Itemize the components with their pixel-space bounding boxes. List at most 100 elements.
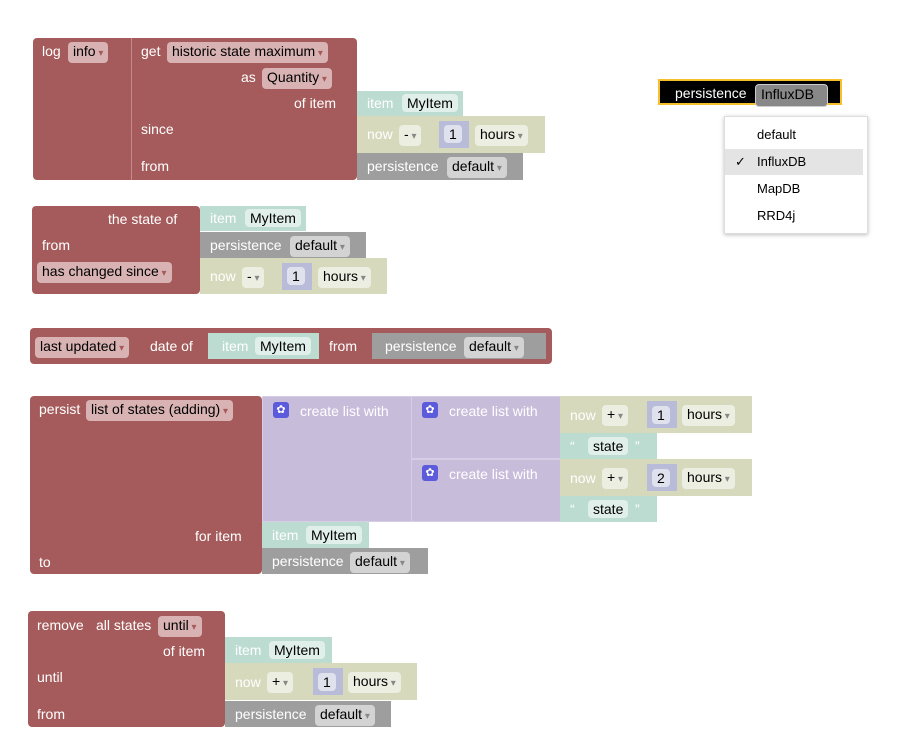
- remove-label: remove: [37, 617, 84, 633]
- to-label: to: [39, 554, 51, 570]
- item-name-field[interactable]: MyItem: [402, 94, 458, 112]
- persistence-block[interactable]: persistence default: [262, 548, 428, 574]
- get-label: get: [141, 43, 161, 59]
- number-block[interactable]: 2: [647, 464, 677, 491]
- unit-dropdown[interactable]: hours: [682, 468, 735, 489]
- number-block[interactable]: 1: [439, 121, 469, 148]
- service-dropdown[interactable]: default: [290, 236, 350, 257]
- text-block[interactable]: “ state ”: [560, 433, 657, 459]
- item-name-field[interactable]: MyItem: [269, 641, 325, 659]
- persistence-label: persistence: [385, 338, 457, 354]
- date-offset-block[interactable]: now - 1 hours: [357, 116, 545, 153]
- operator-dropdown[interactable]: +: [602, 468, 628, 489]
- menu-item-rrd4j[interactable]: RRD4j: [757, 208, 796, 223]
- until-label: until: [37, 669, 63, 685]
- number-field[interactable]: 1: [444, 125, 462, 143]
- now-label: now: [210, 268, 236, 284]
- all-states-label: all states: [96, 617, 152, 633]
- function-dropdown[interactable]: last updated: [35, 337, 130, 358]
- persist-label: persist: [39, 401, 81, 417]
- operator-dropdown[interactable]: -: [399, 125, 422, 146]
- date-offset-block[interactable]: now + 2 hours: [560, 459, 752, 496]
- selected-persistence-block[interactable]: persistence InfluxDB: [658, 79, 842, 107]
- operator-dropdown[interactable]: +: [267, 672, 293, 693]
- now-label: now: [367, 126, 393, 142]
- date-offset-block[interactable]: now + 1 hours: [225, 663, 417, 700]
- mode-dropdown[interactable]: until: [158, 616, 202, 637]
- create-list-block[interactable]: ✿ create list with: [262, 396, 412, 522]
- unit-dropdown[interactable]: hours: [682, 405, 735, 426]
- persistence-label: persistence: [272, 553, 344, 569]
- number-block[interactable]: 1: [282, 263, 312, 290]
- persistence-label: persistence: [367, 158, 439, 174]
- number-field[interactable]: 1: [318, 673, 336, 691]
- menu-item-mapdb[interactable]: MapDB: [757, 181, 801, 196]
- item-label: item: [222, 338, 249, 354]
- of-item-label: of item: [294, 95, 337, 111]
- since-label: since: [141, 121, 174, 137]
- now-label: now: [570, 470, 596, 486]
- item-label: item: [210, 210, 237, 226]
- now-label: now: [235, 674, 261, 690]
- persistence-block[interactable]: persistence default: [357, 153, 523, 180]
- persist-block[interactable]: persist list of states (adding) for item…: [30, 396, 262, 574]
- text-block[interactable]: “ state ”: [560, 496, 657, 522]
- text-field[interactable]: state: [588, 500, 629, 518]
- log-block[interactable]: log info get historic state maximum as Q…: [33, 38, 357, 180]
- function-dropdown[interactable]: has changed since: [37, 262, 172, 283]
- persistence-block[interactable]: persistence default: [372, 333, 546, 359]
- text-field[interactable]: state: [588, 437, 629, 455]
- unit-dropdown[interactable]: hours: [318, 267, 371, 288]
- item-block[interactable]: item MyItem: [357, 91, 463, 116]
- unit-dropdown[interactable]: hours: [348, 672, 401, 693]
- service-dropdown[interactable]: default: [315, 705, 375, 726]
- menu-item-influxdb[interactable]: InfluxDB: [725, 149, 863, 175]
- menu-item-default[interactable]: default: [757, 127, 797, 142]
- service-dropdown[interactable]: default: [464, 337, 524, 358]
- log-level-dropdown[interactable]: info: [68, 42, 109, 63]
- gear-icon[interactable]: ✿: [273, 402, 289, 418]
- persistence-block[interactable]: persistence default: [200, 232, 366, 258]
- changed-since-block[interactable]: the state of from has changed since: [32, 206, 200, 294]
- function-dropdown[interactable]: historic state maximum: [167, 42, 328, 63]
- item-name-field[interactable]: MyItem: [255, 337, 311, 355]
- close-quote-icon: ”: [635, 501, 640, 517]
- create-list-block[interactable]: ✿ create list with: [411, 459, 561, 522]
- date-offset-block[interactable]: now - 1 hours: [200, 258, 387, 294]
- operator-dropdown[interactable]: +: [602, 405, 628, 426]
- item-name-field[interactable]: MyItem: [306, 526, 362, 544]
- remove-states-block[interactable]: remove all states until of item until fr…: [28, 611, 225, 727]
- item-label: item: [235, 642, 262, 658]
- date-offset-block[interactable]: now + 1 hours: [560, 396, 752, 433]
- number-field[interactable]: 1: [287, 267, 305, 285]
- create-list-label: create list with: [449, 403, 538, 419]
- service-dropdown[interactable]: default: [447, 157, 507, 178]
- from-label: from: [329, 338, 357, 354]
- mode-dropdown[interactable]: list of states (adding): [86, 400, 233, 421]
- item-block[interactable]: item MyItem: [200, 206, 306, 231]
- number-field[interactable]: 2: [652, 469, 670, 487]
- now-label: now: [570, 407, 596, 423]
- number-field[interactable]: 1: [652, 406, 670, 424]
- create-list-block[interactable]: ✿ create list with: [411, 396, 561, 459]
- item-block[interactable]: item MyItem: [262, 522, 369, 548]
- item-block[interactable]: item MyItem: [225, 637, 332, 663]
- number-block[interactable]: 1: [647, 401, 677, 428]
- type-dropdown[interactable]: Quantity: [262, 68, 332, 89]
- log-label: log: [42, 43, 61, 59]
- service-dropdown[interactable]: InfluxDB: [755, 84, 828, 107]
- of-item-label: of item: [163, 643, 206, 659]
- item-block[interactable]: item MyItem: [208, 333, 319, 359]
- operator-dropdown[interactable]: -: [242, 267, 265, 288]
- from-label: from: [141, 158, 169, 174]
- for-item-label: for item: [195, 528, 242, 544]
- item-label: item: [367, 95, 394, 111]
- persistence-label: persistence: [235, 706, 307, 722]
- number-block[interactable]: 1: [313, 668, 343, 695]
- service-dropdown[interactable]: default: [350, 552, 410, 573]
- persistence-block[interactable]: persistence default: [225, 701, 391, 727]
- gear-icon[interactable]: ✿: [422, 402, 438, 418]
- unit-dropdown[interactable]: hours: [475, 125, 528, 146]
- item-name-field[interactable]: MyItem: [245, 209, 301, 227]
- gear-icon[interactable]: ✿: [422, 465, 438, 481]
